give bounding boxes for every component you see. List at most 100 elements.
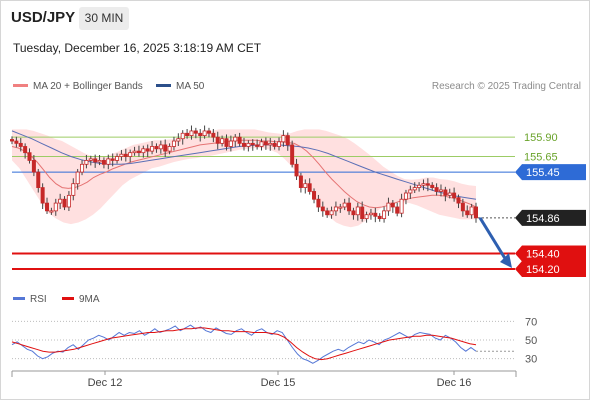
candle-body — [399, 198, 404, 214]
candle-body — [53, 202, 58, 212]
candle-body — [93, 158, 98, 163]
candle-body — [62, 198, 67, 208]
credit-label: Research © 2025 Trading Central — [431, 81, 581, 92]
candle-body — [220, 138, 225, 144]
candle-body — [31, 160, 36, 173]
rsi-swatch — [13, 296, 25, 300]
candle-body — [58, 198, 63, 204]
candle-body — [408, 189, 413, 194]
ma20-swatch — [13, 83, 28, 87]
candle-body — [303, 183, 308, 188]
candle-body — [132, 150, 137, 154]
candle-body — [294, 163, 299, 177]
candle-body — [263, 141, 268, 146]
timeframe-button[interactable]: 30 MIN — [79, 7, 129, 30]
candle-body — [49, 210, 54, 213]
level-label-155.90: 155.90 — [524, 132, 558, 144]
candle-body — [268, 142, 273, 146]
candle-body — [84, 160, 89, 165]
legend-rsi-ma-label: 9MA — [79, 294, 100, 305]
candle-body — [285, 135, 290, 146]
candle-body — [338, 206, 343, 209]
candle-body — [355, 206, 360, 216]
candle-body — [185, 132, 190, 137]
level-tag-154.20 — [515, 261, 586, 278]
candle-body — [158, 144, 163, 150]
candle-body — [14, 140, 19, 144]
candle-body — [412, 187, 417, 191]
candle-body — [193, 130, 198, 134]
candle-body — [106, 158, 111, 165]
candle-body — [290, 144, 295, 165]
rsi-tick-70: 70 — [525, 316, 537, 328]
candle-body — [123, 153, 128, 157]
candle-body — [250, 142, 255, 146]
rsi-tick-30: 30 — [525, 354, 537, 366]
candle-body — [211, 132, 216, 138]
candle-body — [312, 191, 317, 200]
candle-body — [417, 184, 422, 188]
candle-body — [88, 158, 93, 161]
candle-body — [456, 197, 461, 204]
candle-body — [97, 160, 102, 163]
datetime-label: Tuesday, December 16, 2025 3:18:19 AM CE… — [13, 41, 262, 55]
candle-body — [128, 152, 133, 157]
candle-body — [421, 183, 426, 186]
x-tick-label: Dec 12 — [88, 377, 123, 389]
candle-body — [241, 142, 246, 147]
candle-body — [351, 210, 356, 216]
level-tag-155.45 — [515, 164, 586, 181]
candle-body — [342, 202, 347, 208]
candle-body — [189, 130, 194, 137]
candle-body — [438, 189, 443, 192]
level-tag-154.40 — [515, 245, 586, 262]
candle-body — [364, 214, 369, 220]
candle-body — [316, 198, 321, 208]
rsi-ma-swatch — [62, 296, 74, 300]
candle-body — [255, 144, 260, 147]
candle-body — [390, 202, 395, 208]
candle-body — [45, 202, 50, 212]
candle-body — [145, 148, 150, 152]
candle-body — [180, 132, 185, 140]
candle-body — [259, 141, 264, 147]
candle-body — [386, 202, 391, 212]
candle-body — [115, 156, 120, 161]
candle-body — [18, 142, 23, 147]
candle-body — [136, 150, 141, 154]
level-tag-154.86 — [515, 209, 586, 226]
candle-body — [325, 210, 330, 216]
legend-ma20-label: MA 20 + Bollinger Bands — [33, 81, 143, 92]
candle-body — [154, 146, 159, 150]
candle-body — [425, 183, 430, 186]
level-label-154.20: 154.20 — [526, 264, 560, 276]
candle-body — [75, 171, 80, 185]
legend-rsi: RSI — [13, 294, 47, 305]
candle-body — [224, 138, 229, 147]
forecast-arrowhead — [500, 253, 512, 269]
candle-body — [36, 171, 41, 188]
candle-body — [373, 212, 378, 217]
candle-body — [80, 163, 85, 173]
candle-body — [443, 189, 448, 196]
forecast-arrow — [478, 217, 508, 261]
x-tick-label: Dec 15 — [261, 377, 296, 389]
candle-body — [237, 136, 242, 144]
candle-body — [206, 130, 211, 134]
candle-body — [377, 215, 382, 220]
candle-body — [298, 175, 303, 188]
candle-body — [430, 184, 435, 188]
candle-body — [71, 183, 76, 196]
candle-body — [119, 153, 124, 157]
candle-body — [469, 206, 474, 216]
candle-body — [228, 140, 233, 147]
candle-body — [150, 146, 155, 152]
candle-body — [167, 146, 172, 152]
candle-body — [447, 192, 452, 196]
rsi-ma-line — [11, 327, 477, 361]
candle-body — [272, 142, 277, 147]
candle-body — [9, 139, 14, 142]
candle-body — [281, 135, 286, 143]
candle-body — [202, 130, 207, 137]
